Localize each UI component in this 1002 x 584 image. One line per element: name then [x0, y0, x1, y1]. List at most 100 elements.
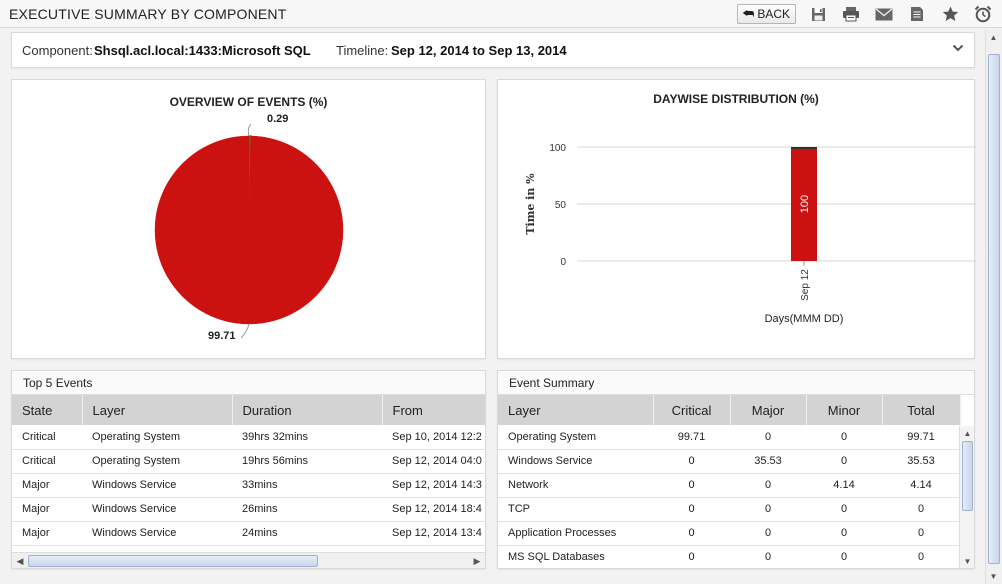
table-cell: 26mins [232, 497, 382, 522]
timeline-value: Sep 12, 2014 to Sep 13, 2014 [391, 43, 567, 58]
scroll-down-icon[interactable]: ▼ [963, 557, 972, 566]
report-icon[interactable] [906, 4, 928, 24]
table-cell: Operating System [82, 425, 232, 450]
pie-chart: 0.29 99.71 [154, 113, 344, 342]
table-cell: 99.71 [653, 425, 730, 450]
table-row[interactable]: Application Processes 0 0 0 0 [498, 521, 960, 546]
table-cell: Sep 12, 2014 13:4 [382, 521, 485, 546]
scrollbar-thumb[interactable] [988, 54, 1000, 564]
column-header-layer[interactable]: Layer [498, 395, 654, 425]
table-cell: Critical [12, 449, 82, 474]
table-cell: 0 [730, 521, 806, 546]
table-row[interactable]: Major Windows Service 24mins Sep 12, 2014 1… [12, 521, 485, 546]
alarm-clock-icon[interactable] [972, 4, 994, 24]
table-cell: Sep 12, 2014 04:0 [382, 449, 485, 474]
column-header-major[interactable]: Major [730, 395, 807, 425]
table-cell: Application Processes [498, 521, 653, 546]
table-row[interactable]: Windows Service 0 35.53 0 35.53 [498, 449, 960, 474]
column-header-critical[interactable]: Critical [653, 395, 731, 425]
table-row[interactable]: TCP 0 0 0 0 [498, 497, 960, 522]
table-cell: 0 [730, 545, 806, 568]
toolbar: ⮪ BACK [737, 3, 994, 25]
table-cell: 0 [882, 521, 960, 546]
event-summary-table: Layer Critical Major Minor Total Operati… [498, 395, 961, 568]
horizontal-scrollbar[interactable]: ◀ ▶ [12, 552, 485, 568]
pie-leader-line [247, 123, 252, 137]
table-cell: 0 [653, 449, 730, 474]
table-cell: 0 [806, 449, 882, 474]
scrollbar-thumb[interactable] [28, 555, 318, 567]
column-header-duration[interactable]: Duration [232, 395, 383, 425]
table-cell: 24mins [232, 521, 382, 546]
back-arrow-icon: ⮪ [742, 6, 755, 21]
y-axis-label: Time in % [524, 173, 537, 235]
table-cell: 0 [653, 545, 730, 568]
y-tick-label: 0 [560, 257, 566, 268]
table-row[interactable]: Major Windows Service 33mins Sep 12, 2014 1… [12, 473, 485, 498]
table-cell: Sep 10, 2014 12:2 [382, 425, 485, 450]
table-row[interactable]: Critical Operating System 39hrs 32mins Sep … [12, 425, 485, 450]
table-row[interactable]: Operating System 99.71 0 0 99.71 [498, 425, 960, 450]
scroll-up-icon[interactable]: ▲ [989, 33, 998, 42]
table-cell: 0 [730, 497, 806, 522]
table-cell: 0 [806, 545, 882, 568]
scroll-left-icon[interactable]: ◀ [16, 555, 24, 566]
y-tick-label: 50 [555, 200, 567, 211]
x-tick-label: Sep 12 [800, 269, 811, 301]
daywise-distribution-panel: DAYWISE DISTRIBUTION (%) 0 50 100 Time in %… [497, 79, 976, 359]
y-tick-label: 100 [549, 143, 566, 154]
top-events-title: Top 5 Events [12, 371, 485, 395]
title-bar: EXECUTIVE SUMMARY BY COMPONENT ⮪ BACK [0, 0, 1002, 28]
pie-slice[interactable] [154, 135, 344, 325]
event-summary-title: Event Summary [498, 371, 974, 395]
vertical-scrollbar[interactable]: ▲ ▼ [959, 426, 974, 568]
table-cell: Major [12, 497, 82, 522]
bar-chart: 0 50 100 Time in % 100 Sep 12 Days(MMM DD) [524, 143, 976, 325]
pie-slice-label: 0.29 [267, 113, 288, 125]
table-cell: Windows Service [82, 497, 232, 522]
table-cell: Sep 12, 2014 14:3 [382, 473, 485, 498]
chevron-down-icon[interactable] [952, 42, 964, 57]
table-row[interactable]: Major Windows Service 26mins Sep 12, 2014 1… [12, 497, 485, 522]
overview-events-panel: OVERVIEW OF EVENTS (%) 0.29 99.71 [11, 79, 486, 359]
bar-data-label: 100 [799, 195, 811, 213]
table-cell: 0 [730, 425, 806, 450]
scroll-right-icon[interactable]: ▶ [473, 555, 481, 566]
star-icon[interactable] [939, 4, 961, 24]
timeline-label: Timeline: [336, 43, 389, 58]
table-row[interactable]: Network 0 0 4.14 4.14 [498, 473, 960, 498]
event-summary-panel: Event Summary Layer Critical Major Minor… [497, 370, 975, 569]
pie-leader-line [240, 323, 250, 339]
table-cell: 35.53 [730, 449, 806, 474]
table-cell: 0 [730, 473, 806, 498]
scrollbar-thumb[interactable] [962, 441, 973, 511]
table-cell: 39hrs 32mins [232, 425, 382, 450]
table-cell: 0 [653, 497, 730, 522]
column-header-state[interactable]: State [12, 395, 83, 425]
table-cell: Windows Service [82, 521, 232, 546]
column-header-minor[interactable]: Minor [806, 395, 883, 425]
pie-chart-title: OVERVIEW OF EVENTS (%) [169, 95, 328, 109]
mail-icon[interactable] [873, 4, 895, 24]
scroll-up-icon[interactable]: ▲ [963, 429, 972, 438]
back-button-label: BACK [757, 7, 790, 21]
table-row[interactable]: Critical Operating System 19hrs 56mins Sep … [12, 449, 485, 474]
bar[interactable] [791, 147, 817, 261]
bar-top-edge [791, 147, 817, 149]
column-header-from[interactable]: From [382, 395, 485, 425]
page-vertical-scrollbar[interactable]: ▲ ▼ [985, 30, 1002, 584]
table-cell: Windows Service [82, 473, 232, 498]
component-label: Component: [22, 43, 93, 58]
table-cell: 35.53 [882, 449, 960, 474]
table-cell: 0 [882, 545, 960, 568]
column-header-total[interactable]: Total [882, 395, 961, 425]
back-button[interactable]: ⮪ BACK [737, 4, 796, 24]
table-cell: Sep 12, 2014 18:4 [382, 497, 485, 522]
save-icon[interactable] [807, 4, 829, 24]
table-row[interactable]: MS SQL Databases 0 0 0 0 [498, 545, 960, 568]
table-cell: 4.14 [806, 473, 882, 498]
scroll-down-icon[interactable]: ▼ [989, 572, 998, 581]
column-header-layer[interactable]: Layer [82, 395, 233, 425]
print-icon[interactable] [840, 4, 862, 24]
table-cell: Critical [12, 425, 82, 450]
